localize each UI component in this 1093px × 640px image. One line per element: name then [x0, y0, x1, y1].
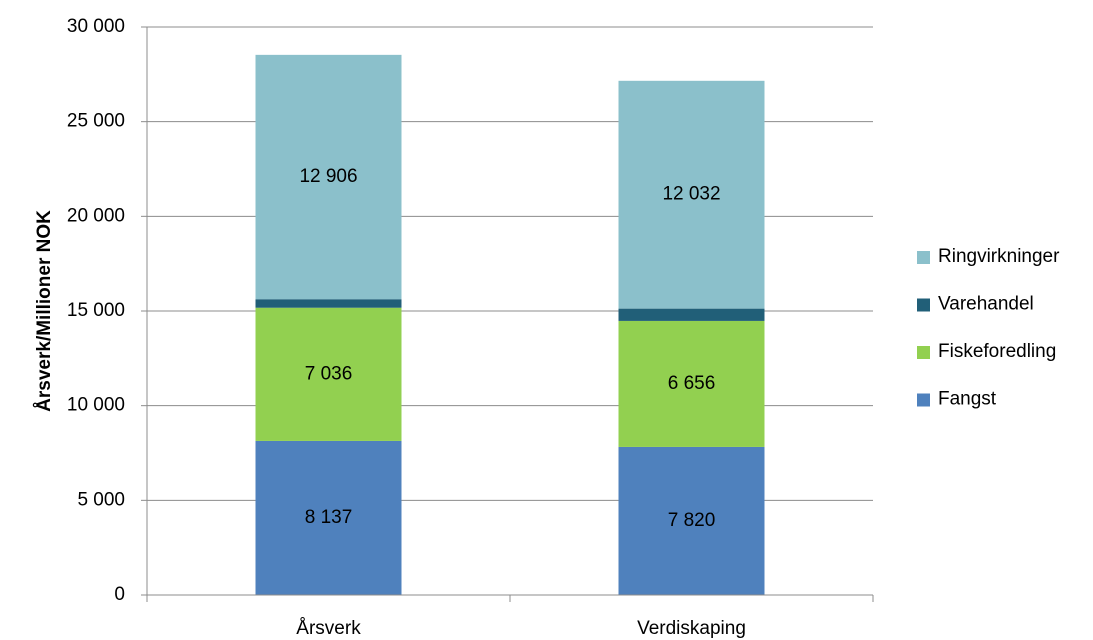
legend-swatch — [917, 393, 930, 407]
y-axis-label: Årsverk/Millioner NOK — [34, 210, 55, 412]
value-label: 7 820 — [668, 510, 716, 531]
bar-segment — [618, 446, 765, 595]
y-tick-label: 15 000 — [67, 300, 125, 321]
y-tick-label: 20 000 — [67, 205, 125, 226]
value-label: 8 137 — [305, 507, 353, 528]
value-label: 6 656 — [668, 373, 716, 394]
legend-label: Fangst — [938, 389, 997, 410]
x-tick-label: Verdiskaping — [637, 618, 746, 639]
legend-label: Ringvirkninger — [938, 246, 1060, 267]
bar-segment — [618, 308, 765, 321]
legend-swatch — [917, 251, 930, 264]
bar-segment — [255, 299, 402, 308]
x-tick-label: Årsverk — [296, 618, 361, 639]
y-tick-label: 10 000 — [67, 395, 125, 416]
value-label: 12 032 — [662, 184, 720, 205]
y-tick-label: 0 — [114, 584, 125, 605]
legend-swatch — [917, 298, 930, 312]
y-tick-label: 25 000 — [67, 111, 125, 132]
bar-segment — [255, 440, 402, 595]
bar-segment — [618, 80, 765, 309]
legend-label: Fiskeforedling — [938, 341, 1056, 362]
bar-segment — [618, 320, 765, 447]
legend-label: Varehandel — [938, 294, 1034, 315]
y-tick-label: 30 000 — [67, 16, 125, 37]
bar-segment — [255, 54, 402, 300]
bar-segment — [255, 307, 402, 441]
value-label: 7 036 — [305, 363, 353, 384]
y-tick-label: 5 000 — [77, 489, 125, 510]
legend-swatch — [917, 346, 930, 359]
value-label: 12 906 — [299, 166, 357, 187]
